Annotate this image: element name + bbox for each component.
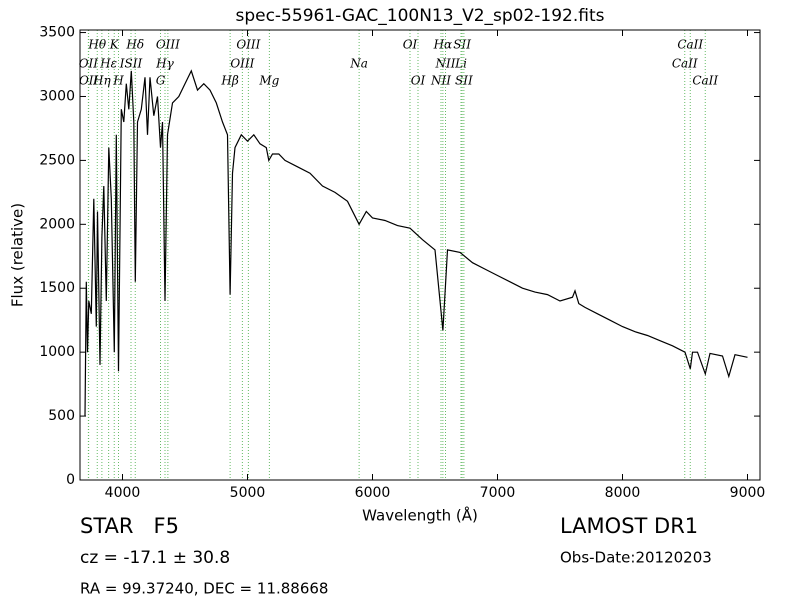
- info-text: cz = -17.1 ± 30.8: [80, 548, 230, 568]
- info-text: Obs-Date:20120203: [560, 549, 712, 567]
- line-label: H: [112, 74, 124, 88]
- x-tick-label: 6000: [355, 485, 391, 501]
- line-label: OI: [403, 38, 418, 52]
- line-label: G: [156, 74, 166, 88]
- line-label: Hδ: [125, 38, 144, 52]
- y-tick-label: 1500: [39, 280, 75, 296]
- line-label: K: [109, 38, 120, 52]
- x-tick-label: 4000: [105, 485, 141, 501]
- line-label: SII: [453, 38, 471, 52]
- x-tick-label: 8000: [605, 485, 641, 501]
- plot-frame: [79, 29, 761, 481]
- line-label: OIII: [230, 57, 254, 71]
- y-tick-label: 3500: [39, 25, 75, 41]
- line-label: NII: [430, 74, 451, 88]
- info-text: RA = 99.37240, DEC = 11.88668: [80, 580, 328, 598]
- x-tick-label: 5000: [230, 485, 266, 501]
- line-label: Hε: [99, 57, 117, 71]
- line-label: Hγ: [155, 57, 174, 71]
- line-label: Hη: [92, 74, 111, 88]
- spectrum-line: [84, 69, 748, 417]
- x-tick-label: 7000: [480, 485, 516, 501]
- y-tick-label: 500: [48, 408, 75, 424]
- line-label: SII: [455, 74, 473, 88]
- y-tick-label: 3000: [39, 88, 75, 104]
- line-label: CaII: [677, 38, 703, 52]
- y-tick-label: 0: [66, 472, 75, 488]
- line-label: Mg: [258, 74, 279, 88]
- y-axis-label: Flux (relative): [9, 203, 27, 307]
- y-tick-label: 1000: [39, 344, 75, 360]
- chart-title: spec-55961-GAC_100N13_V2_sp02-192.fits: [235, 6, 604, 26]
- line-label: OIII: [156, 38, 180, 52]
- line-label: Hα: [433, 38, 453, 52]
- line-label: CaII: [692, 74, 718, 88]
- line-label: Na: [349, 57, 368, 71]
- line-label: CaII: [672, 57, 698, 71]
- line-label: NII: [435, 57, 456, 71]
- line-label: Hθ: [87, 38, 106, 52]
- y-tick-label: 2500: [39, 152, 75, 168]
- info-text: STAR F5: [80, 514, 179, 538]
- info-text: LAMOST DR1: [560, 514, 698, 538]
- line-label: ISII: [119, 57, 143, 71]
- x-tick-label: 9000: [730, 485, 766, 501]
- line-label: OII: [79, 74, 99, 88]
- line-label: Li: [454, 57, 467, 71]
- x-axis-label: Wavelength (Å): [362, 506, 478, 525]
- line-label: Hβ: [220, 74, 238, 88]
- line-label: OI: [411, 74, 426, 88]
- line-label: OIII: [236, 38, 260, 52]
- y-tick-label: 2000: [39, 216, 75, 232]
